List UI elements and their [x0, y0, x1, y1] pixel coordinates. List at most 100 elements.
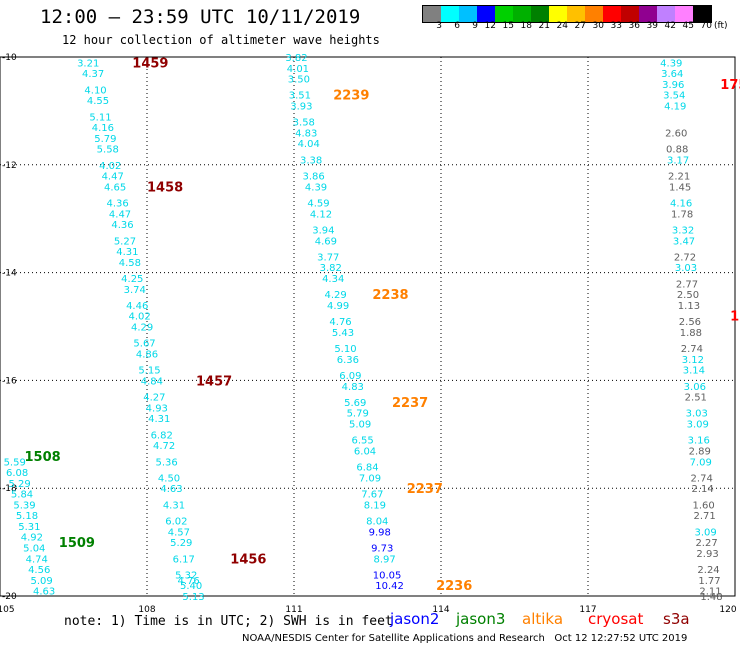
x-tick-label: 117: [579, 605, 596, 615]
wave-height-label: 3.82: [320, 263, 342, 274]
wave-height-label: 3.47: [673, 236, 695, 247]
wave-height-label: 5.84: [11, 490, 33, 501]
x-tick-label: 114: [432, 605, 449, 615]
wave-height-label: 6.17: [173, 554, 195, 565]
wave-height-label: 4.63: [160, 484, 182, 495]
color-swatch: [675, 6, 693, 22]
wave-height-label: 4.19: [664, 102, 686, 113]
wave-height-label: 4.02: [129, 312, 151, 323]
wave-height-label: 8.04: [366, 517, 388, 528]
credit-text: NOAA/NESDIS Center for Satellite Applica…: [242, 633, 545, 644]
wave-height-label: 5.11: [89, 112, 111, 123]
wave-height-label: 5.40: [180, 581, 202, 592]
pass-time-label: 17: [730, 310, 740, 325]
wave-height-label: 4.16: [670, 199, 692, 210]
wave-height-label: 2.89: [689, 446, 711, 457]
color-swatch: [657, 6, 675, 22]
color-scale-label: 6: [454, 21, 460, 31]
wave-height-label: 5.69: [344, 398, 366, 409]
wave-height-label: 4.16: [92, 123, 114, 134]
color-scale-label: 9: [472, 21, 478, 31]
color-swatch: [531, 6, 549, 22]
color-swatch: [603, 6, 621, 22]
wave-height-label: 9.73: [371, 543, 393, 554]
wave-height-label: 1.60: [693, 500, 715, 511]
wave-height-label: 3.86: [302, 172, 324, 183]
wave-height-label: 7.67: [361, 490, 383, 501]
wave-height-label: 6.08: [6, 468, 28, 479]
wave-height-label: 4.99: [327, 301, 349, 312]
color-swatch: [441, 6, 459, 22]
wave-height-label: 4.63: [33, 587, 55, 598]
timestamp: Oct 12 12:27:52 UTC 2019: [554, 633, 688, 644]
y-tick-label: -16: [2, 376, 17, 386]
color-scale-label: 21: [538, 21, 550, 31]
wave-height-label: 4.46: [126, 301, 148, 312]
y-tick-label: -20: [2, 592, 17, 602]
wave-height-label: 5.18: [16, 511, 38, 522]
wave-height-label: 4.93: [146, 403, 168, 414]
wave-height-label: 4.27: [143, 393, 165, 404]
pass-time-label: 2237: [407, 482, 443, 497]
plot-frame: [0, 56, 736, 597]
wave-height-label: 5.79: [94, 134, 116, 145]
wave-height-label: 4.37: [82, 69, 104, 80]
color-scale-label: 39: [646, 21, 658, 31]
color-swatch: [495, 6, 513, 22]
pass-time-label: 2237: [392, 396, 428, 411]
pass-time-label: 2236: [436, 579, 472, 594]
wave-height-label: 4.83: [342, 382, 364, 393]
wave-height-label: 3.96: [662, 80, 684, 91]
wave-height-label: 4.58: [119, 258, 141, 269]
wave-height-label: 3.93: [290, 102, 312, 113]
axis-tick-labels: 105 108 111 114 117 120 -10 -12 -14 -16 -18 -20: [0, 53, 737, 615]
wave-height-label: 2.74: [681, 344, 703, 355]
wave-height-label: 3.12: [682, 355, 704, 366]
wave-height-label: 2.72: [674, 252, 696, 263]
wave-height-label: 4.69: [315, 236, 337, 247]
color-scale-label: 3: [436, 21, 442, 31]
wave-height-label: 6.55: [351, 436, 373, 447]
wave-height-label: 2.11: [699, 587, 721, 598]
color-scale-unit: (ft): [714, 21, 728, 31]
wave-height-label: 10.42: [375, 581, 404, 592]
mission-legend-jason2: jason2: [390, 610, 440, 628]
color-scale-bar: [422, 5, 712, 23]
wave-height-label: 4.47: [109, 209, 131, 220]
wave-height-label: 1.45: [669, 182, 691, 193]
wave-height-label: 5.29: [170, 538, 192, 549]
wave-height-label: 4.29: [131, 323, 153, 334]
wave-height-label: 8.97: [374, 554, 396, 565]
color-scale-label: 42: [664, 21, 676, 31]
wave-height-label: 2.77: [676, 279, 698, 290]
wave-height-label: 2.24: [697, 565, 719, 576]
wave-height-label: 2.51: [685, 393, 707, 404]
wave-height-label: 3.74: [124, 285, 146, 296]
wave-height-label: 5.79: [347, 409, 369, 420]
wave-height-label: 5.04: [23, 543, 45, 554]
wave-height-label: 3.09: [687, 420, 709, 431]
wave-height-label: 6.82: [151, 430, 173, 441]
wave-height-label: 3.38: [300, 155, 322, 166]
wave-height-label: 5.29: [8, 479, 30, 490]
y-tick-label: -10: [2, 53, 17, 63]
wave-height-label: 4.57: [168, 527, 190, 538]
footer-credit: NOAA/NESDIS Center for Satellite Applica…: [242, 633, 687, 644]
wave-height-label: 5.15: [138, 366, 160, 377]
wave-height-label: 1.77: [698, 576, 720, 587]
wave-height-label: 4.31: [148, 414, 170, 425]
pass-time-label: 1459: [132, 56, 168, 71]
wave-height-label: 4.39: [305, 182, 327, 193]
mission-legend-jason3: jason3: [456, 610, 506, 628]
wave-height-label: 5.32: [175, 570, 197, 581]
color-swatch: [567, 6, 585, 22]
wave-height-label: 4.59: [307, 199, 329, 210]
wave-height-label: 5.43: [332, 328, 354, 339]
wave-height-label: 3.32: [672, 225, 694, 236]
chart-subtitle: 12 hour collection of altimeter wave hei…: [62, 33, 380, 47]
mission-legend-s3a: s3a: [663, 610, 690, 628]
color-scale-label: 45: [682, 21, 694, 31]
color-scale-label: 15: [502, 21, 514, 31]
wave-height-label: 5.31: [18, 522, 40, 533]
